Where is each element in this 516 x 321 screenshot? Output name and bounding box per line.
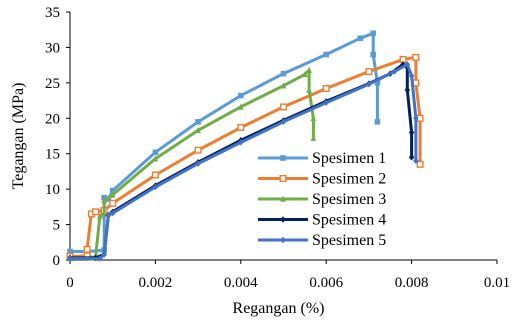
data-point	[280, 82, 287, 89]
legend-item: Spesimen 2	[258, 171, 386, 188]
legend-swatch-marker	[280, 155, 286, 161]
data-point	[101, 197, 107, 204]
legend-item: Spesimen 1	[258, 150, 386, 167]
data-point	[413, 157, 419, 164]
data-point	[109, 187, 116, 194]
y-tick-label: 25	[45, 76, 60, 92]
data-point	[109, 210, 116, 217]
data-point	[101, 251, 107, 258]
legend-item: Spesimen 4	[258, 212, 386, 229]
data-point	[302, 70, 308, 78]
data-point	[67, 255, 73, 262]
data-point	[306, 66, 312, 73]
data-point	[280, 103, 288, 111]
y-tick-label: 15	[45, 147, 60, 163]
data-point	[365, 68, 373, 76]
y-tick-label: 0	[53, 253, 61, 269]
y-tick-label: 5	[53, 218, 61, 234]
data-point	[404, 61, 411, 68]
series-2	[66, 53, 424, 260]
data-point	[408, 129, 415, 136]
data-point	[152, 155, 159, 162]
data-point	[280, 70, 287, 77]
y-axis-title: Tegangan (MPa)	[10, 83, 27, 190]
plot-area	[66, 30, 424, 262]
data-point	[195, 119, 201, 125]
data-point	[238, 139, 244, 146]
x-axis-title: Regangan (%)	[233, 300, 325, 317]
series-line	[69, 68, 315, 261]
data-point	[280, 118, 287, 126]
data-point	[105, 211, 112, 218]
y-tick-label: 20	[45, 111, 60, 127]
data-point	[408, 72, 415, 79]
legend: Spesimen 1 Spesimen 2 Spesimen 3 Spesimen 4…	[258, 150, 386, 249]
data-point	[366, 81, 372, 88]
x-tick-label: 0.004	[224, 275, 258, 291]
data-point	[67, 248, 73, 255]
data-point	[306, 86, 312, 93]
data-point	[97, 255, 103, 262]
legend-label: Spesimen 3	[312, 191, 386, 208]
axes: 0 5 10 15 20 25 30 35 0 0.002 0.004 0.006 0.008 0.01 R…	[10, 5, 510, 317]
y-tick-label: 30	[45, 40, 60, 56]
data-point	[391, 68, 398, 75]
data-point	[323, 51, 329, 58]
data-point	[152, 149, 159, 156]
legend-swatch-marker	[280, 236, 286, 244]
data-point	[310, 114, 317, 122]
data-point	[151, 171, 159, 179]
x-tick-label: 0.008	[395, 275, 429, 291]
x-tick-label: 0.01	[484, 275, 510, 291]
data-point	[310, 134, 317, 141]
y-tick-label: 10	[45, 182, 60, 198]
data-point	[101, 210, 107, 217]
series-5	[67, 61, 419, 262]
data-point	[83, 245, 91, 253]
data-point	[109, 199, 117, 207]
x-tick-label: 0.006	[309, 275, 343, 291]
data-point	[374, 80, 381, 86]
data-point	[152, 183, 159, 191]
data-point	[404, 86, 411, 94]
data-point	[416, 160, 424, 168]
data-point	[92, 208, 100, 216]
legend-swatch-marker	[280, 195, 286, 202]
legend-label: Spesimen 1	[312, 150, 386, 167]
data-point	[322, 85, 330, 93]
legend-label: Spesimen 4	[312, 212, 386, 229]
data-point	[408, 154, 415, 161]
legend-swatch-marker	[279, 174, 287, 182]
data-point	[370, 51, 376, 58]
data-point	[97, 212, 103, 219]
legend-label: Spesimen 2	[312, 171, 386, 188]
data-point	[194, 146, 202, 154]
x-tick-label: 0	[66, 275, 74, 291]
legend-item: Spesimen 3	[258, 191, 386, 208]
data-point	[109, 191, 116, 198]
data-point	[195, 160, 201, 167]
data-point	[370, 30, 376, 37]
data-point	[357, 35, 364, 42]
x-tick-label: 0.002	[139, 275, 173, 291]
data-point	[238, 103, 244, 110]
y-tick-label: 35	[45, 5, 60, 21]
series-line	[69, 55, 422, 258]
series-line	[70, 62, 418, 261]
data-point	[195, 126, 201, 134]
data-point	[237, 123, 245, 131]
data-point	[413, 115, 419, 122]
data-point	[238, 92, 244, 99]
legend-swatch-marker	[280, 216, 286, 223]
data-point	[374, 119, 381, 125]
data-point	[323, 99, 329, 106]
legend-label: Spesimen 5	[312, 232, 386, 249]
data-point	[412, 53, 420, 61]
series-line	[70, 31, 379, 253]
legend-item: Spesimen 5	[258, 232, 386, 249]
